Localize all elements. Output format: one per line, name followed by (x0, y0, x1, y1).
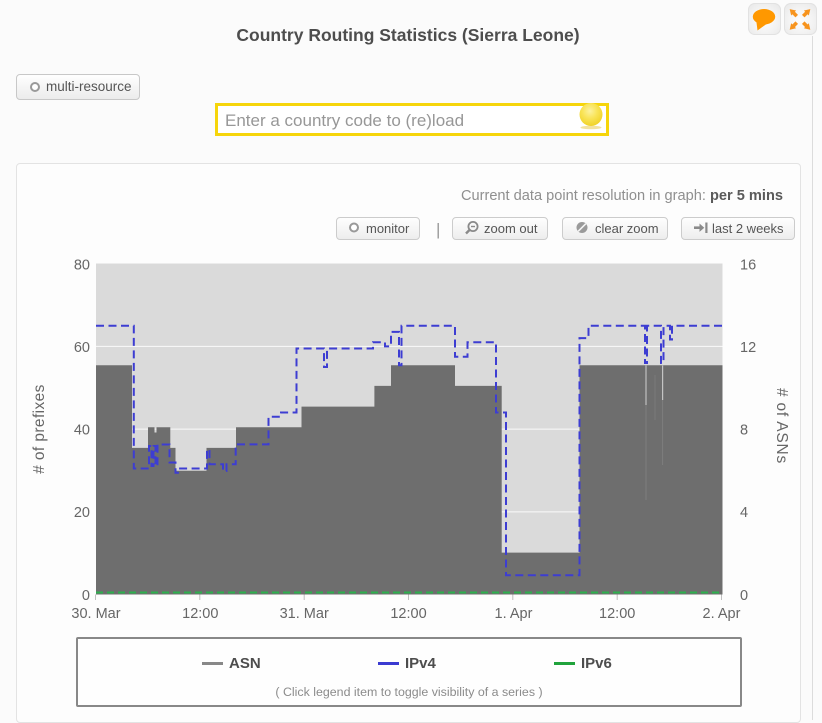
svg-text:12:00: 12:00 (182, 606, 218, 622)
svg-text:12: 12 (740, 340, 756, 356)
svg-text:1. Apr: 1. Apr (495, 606, 533, 622)
svg-text:8: 8 (740, 423, 748, 439)
svg-text:40: 40 (74, 423, 90, 439)
svg-text:80: 80 (74, 258, 90, 274)
svg-text:2. Apr: 2. Apr (703, 606, 741, 622)
svg-text:31. Mar: 31. Mar (280, 606, 329, 622)
svg-text:16: 16 (740, 258, 756, 274)
svg-text:0: 0 (82, 588, 90, 604)
svg-text:4: 4 (740, 505, 748, 521)
svg-text:60: 60 (74, 340, 90, 356)
svg-text:12:00: 12:00 (390, 606, 426, 622)
svg-text:# of ASNs: # of ASNs (773, 388, 790, 464)
svg-text:# of prefixes: # of prefixes (31, 384, 48, 474)
svg-text:30. Mar: 30. Mar (71, 606, 120, 622)
svg-text:0: 0 (740, 588, 748, 604)
svg-text:20: 20 (74, 505, 90, 521)
svg-text:12:00: 12:00 (599, 606, 635, 622)
